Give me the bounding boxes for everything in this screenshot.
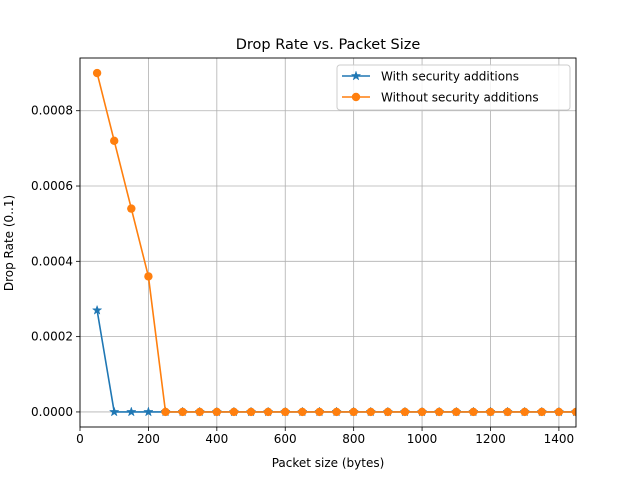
data-point (212, 407, 222, 417)
data-point (161, 407, 170, 417)
y-tick-label: 0.0002 (31, 330, 73, 344)
data-point (366, 407, 375, 417)
legend-marker (350, 70, 362, 81)
data-point (486, 407, 495, 417)
x-tick-label: 0 (76, 432, 84, 446)
x-tick-label: 600 (274, 432, 297, 446)
data-point (127, 204, 136, 213)
data-point (417, 407, 427, 417)
data-point (92, 68, 102, 78)
x-tick-label: 1200 (475, 432, 506, 446)
data-point (195, 407, 204, 417)
data-point (400, 407, 410, 417)
y-tick-label: 0.0000 (31, 405, 73, 419)
data-point (108, 406, 120, 417)
data-point (554, 407, 564, 417)
data-point (144, 272, 153, 281)
data-point (263, 407, 273, 417)
grid (79, 58, 576, 427)
data-point (110, 136, 119, 146)
chart-title: Drop Rate vs. Packet Size (236, 37, 421, 53)
data-point (315, 407, 324, 417)
data-point (383, 407, 393, 417)
series-line (96, 310, 576, 413)
y-tick-label: 0.0004 (31, 254, 73, 268)
x-tick-label: 200 (137, 432, 160, 446)
y-tick-label: 0.0006 (31, 179, 73, 193)
series-2 (92, 68, 576, 417)
x-tick-label: 1400 (544, 432, 575, 446)
y-tick-label: 0.0008 (31, 104, 73, 118)
x-axis-label: Packet size (bytes) (272, 456, 385, 470)
axes-frame (79, 57, 577, 428)
legend-label: Without security additions (381, 91, 539, 105)
legend: With security additions Without security … (336, 64, 571, 111)
data-point (91, 304, 103, 315)
data-point (349, 407, 358, 417)
data-point (434, 407, 444, 417)
data-point (452, 407, 461, 417)
legend-marker (351, 92, 361, 102)
data-point (537, 407, 546, 417)
data-point (571, 407, 576, 417)
data-point (143, 406, 154, 417)
series-1 (91, 304, 576, 417)
data-point (332, 407, 341, 417)
series-layer (91, 68, 576, 417)
data-point (469, 407, 478, 417)
data-point (246, 407, 256, 417)
data-point (281, 407, 290, 417)
ticks: 0 200 400 600 800 1000 1200 1400 0.0000 0.0002 0.0… (31, 104, 574, 446)
series-line (96, 72, 576, 413)
legend-box (336, 64, 571, 111)
data-point (229, 407, 239, 417)
data-point (178, 407, 187, 417)
data-point (520, 407, 529, 417)
data-point (298, 407, 307, 417)
data-point (126, 406, 137, 417)
legend-label: With security additions (381, 70, 519, 84)
x-tick-label: 400 (205, 432, 228, 446)
x-tick-label: 1000 (407, 432, 438, 446)
x-tick-label: 800 (342, 432, 365, 446)
y-axis-label: Drop Rate (0..1) (2, 195, 16, 291)
data-point (503, 407, 512, 417)
